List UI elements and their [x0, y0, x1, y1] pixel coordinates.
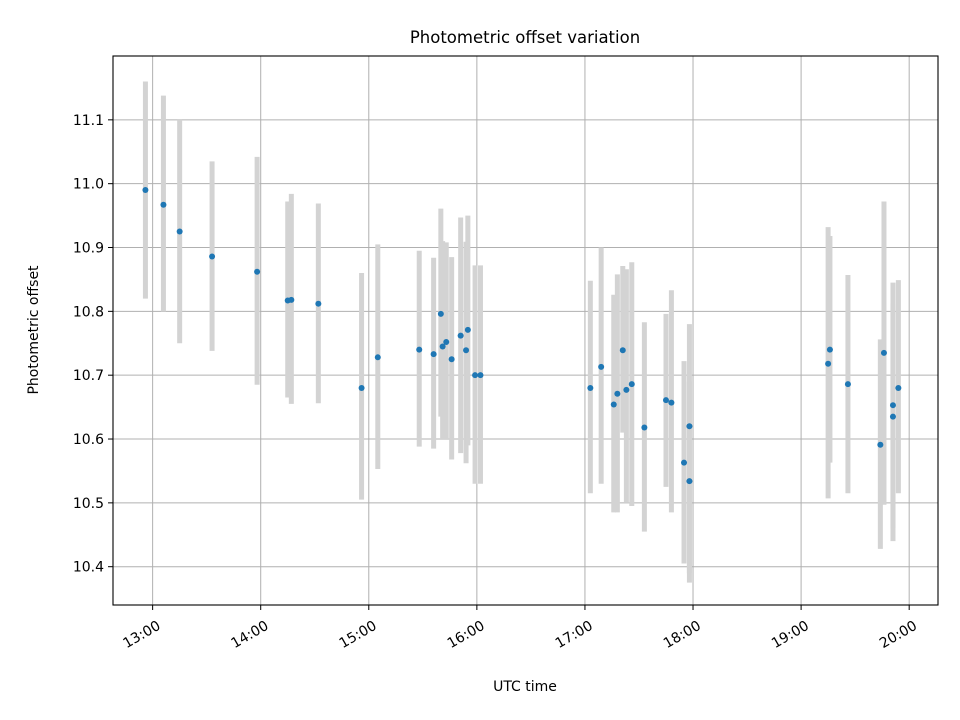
y-tick-label: 10.5	[73, 496, 104, 512]
data-point	[457, 332, 464, 339]
data-point	[464, 326, 471, 333]
data-point	[641, 424, 648, 431]
data-point	[889, 402, 896, 409]
data-point	[889, 413, 896, 420]
x-axis-label: UTC time	[493, 679, 557, 695]
data-point	[598, 363, 605, 370]
y-tick-label: 11.1	[73, 113, 104, 129]
data-point	[437, 310, 444, 317]
data-point	[416, 346, 423, 353]
data-point	[686, 478, 693, 485]
data-point	[686, 423, 693, 430]
data-point	[439, 343, 446, 350]
data-point	[825, 360, 832, 367]
plot-frame	[112, 55, 939, 606]
data-point	[472, 372, 479, 379]
data-point	[623, 386, 630, 393]
y-tick-label: 11.0	[73, 177, 104, 193]
data-point	[619, 347, 626, 354]
y-axis-label: Photometric offset	[26, 265, 42, 395]
data-point	[288, 296, 295, 303]
grid	[113, 56, 938, 605]
data-point	[877, 441, 884, 448]
data-point	[895, 384, 902, 391]
data-point	[663, 397, 670, 404]
data-points	[142, 187, 902, 485]
data-point	[209, 253, 216, 260]
y-tick-label: 10.6	[73, 432, 104, 448]
data-point	[668, 399, 675, 406]
y-tick-label: 10.7	[73, 368, 104, 384]
data-point	[477, 372, 484, 379]
data-point	[160, 201, 167, 208]
data-point	[844, 381, 851, 388]
data-point	[254, 268, 261, 275]
data-point	[443, 338, 450, 345]
data-point	[448, 356, 455, 363]
data-point	[614, 390, 621, 397]
data-point	[176, 228, 183, 235]
y-tick-label: 10.8	[73, 304, 104, 320]
data-point	[628, 381, 635, 388]
data-point	[587, 384, 594, 391]
data-point	[880, 349, 887, 356]
data-point	[315, 300, 322, 307]
data-point	[374, 354, 381, 361]
y-tick-label: 10.9	[73, 241, 104, 257]
data-point	[826, 346, 833, 353]
y-axis: 10.4 10.5 10.6 10.7 10.8 10.9 11.0 11.1	[73, 113, 113, 576]
data-point	[610, 401, 617, 408]
chart-title: Photometric offset variation	[410, 28, 640, 47]
plot-area	[113, 56, 938, 605]
data-point	[681, 459, 688, 466]
y-tick-label: 10.4	[73, 560, 104, 576]
data-point	[358, 384, 365, 391]
data-point	[430, 351, 437, 358]
data-point	[142, 187, 149, 194]
data-point	[463, 347, 470, 354]
